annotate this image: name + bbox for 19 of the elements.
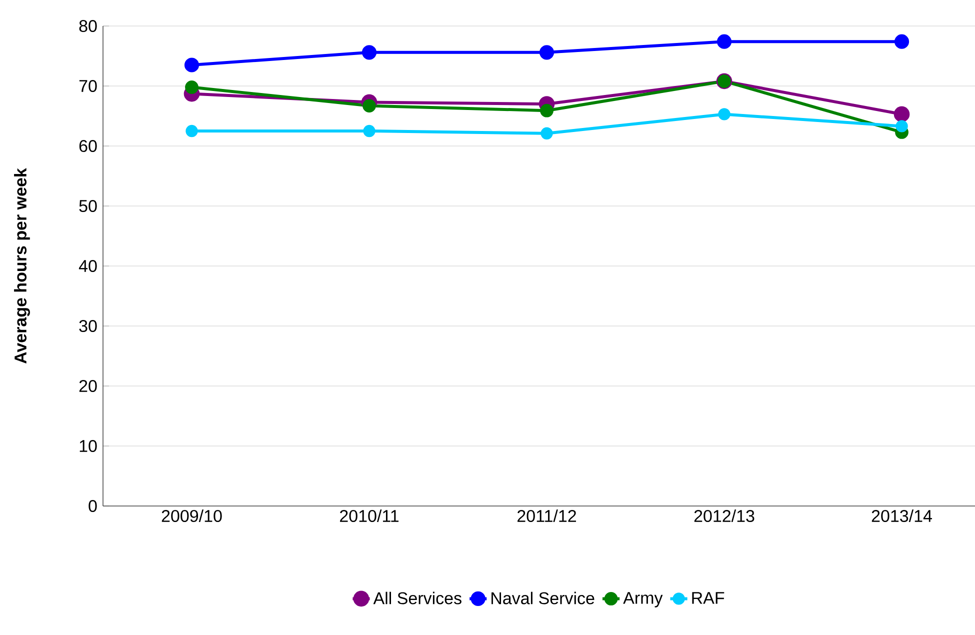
x-tick-label: 2010/11 xyxy=(340,510,399,522)
legend-label: Naval Service xyxy=(492,592,594,604)
y-tick-label: 60 xyxy=(79,140,97,152)
legend-label: All Services xyxy=(373,592,462,604)
x-tick-label: 2012/13 xyxy=(694,510,754,522)
x-tick-label: 2011/12 xyxy=(518,510,576,522)
y-tick-label: 80 xyxy=(79,20,97,32)
legend-label: Army xyxy=(623,592,663,608)
x-tick-label: 2009/10 xyxy=(162,510,222,522)
y-axis-title: Average hours per week xyxy=(14,168,30,364)
y-tick-label: 40 xyxy=(78,260,97,272)
y-tick-label: 0 xyxy=(88,500,97,512)
y-tick-label: 70 xyxy=(79,80,97,92)
y-tick-label: 20 xyxy=(79,380,97,392)
y-tick-label: 10 xyxy=(80,440,97,452)
y-tick-label: 50 xyxy=(79,200,97,212)
y-tick-label: 30 xyxy=(79,320,97,332)
x-tick-label: 2013/14 xyxy=(872,510,932,522)
legend-label: RAF xyxy=(692,592,724,604)
